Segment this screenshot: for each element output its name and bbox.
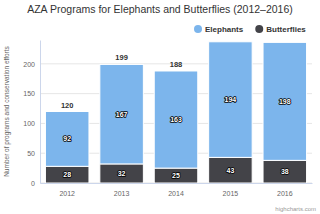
data-label: 163	[170, 116, 182, 123]
y-axis-line	[40, 41, 41, 184]
bar	[263, 42, 307, 160]
data-label: 198	[279, 98, 291, 105]
y-tick-label: 100	[23, 120, 35, 127]
x-tick: 2012	[59, 183, 75, 197]
x-axis: 2012 2013 2014 2015 2016	[41, 183, 313, 197]
legend-item: Elephants	[194, 25, 244, 34]
y-tick: 200	[23, 61, 40, 68]
x-tick: 2016	[277, 183, 293, 197]
y-tick: 50	[27, 150, 40, 157]
data-label: 194	[225, 96, 237, 103]
x-tick: 2014	[168, 183, 184, 197]
x-tick-label: 2016	[277, 190, 293, 197]
data-label: 28	[63, 171, 71, 178]
y-tick: 150	[23, 90, 40, 97]
bar	[45, 112, 89, 167]
x-axis-line	[41, 183, 313, 184]
plot-area: 28 32 25 43 38 92 167 163 194 198 120 199 188 0 50 100 1…	[23, 41, 312, 197]
legend-item: Butterflies	[255, 25, 306, 34]
legend-swatch	[255, 25, 263, 33]
bars	[45, 42, 306, 183]
bar	[154, 168, 198, 183]
bar	[209, 157, 253, 183]
data-label: 167	[116, 111, 128, 118]
legend-label: Elephants	[205, 25, 244, 34]
legend-label: Butterflies	[266, 25, 306, 34]
x-tick-label: 2012	[59, 190, 75, 197]
data-label: 32	[118, 170, 126, 177]
total-label: 199	[115, 53, 128, 62]
data-labels: 28 32 25 43 38 92 167 163 194 198	[63, 96, 290, 179]
bar	[45, 166, 89, 183]
total-labels: 120 199 188	[61, 53, 182, 109]
y-tick-label: 0	[31, 180, 35, 187]
data-label: 38	[281, 168, 289, 175]
data-label: 25	[172, 172, 180, 179]
data-label: 92	[63, 135, 71, 142]
chart: AZA Programs for Elephants and Butterfli…	[0, 0, 320, 214]
y-axis-title: Number of programs and conservation effo…	[3, 45, 11, 176]
bar	[209, 42, 253, 158]
bar	[263, 160, 307, 183]
title: AZA Programs for Elephants and Butterfli…	[27, 3, 293, 15]
credits: highcharts.com	[275, 206, 316, 212]
bar	[100, 64, 144, 164]
total-label: 188	[170, 60, 183, 69]
y-tick: 0	[31, 180, 40, 187]
legend: Elephants Butterflies	[194, 25, 306, 34]
y-axis: 0 50 100 150 200	[23, 41, 40, 187]
y-tick-label: 200	[23, 61, 35, 68]
x-tick-label: 2015	[223, 190, 239, 197]
y-tick-label: 150	[23, 90, 35, 97]
y-tick: 100	[23, 120, 40, 127]
x-tick: 2013	[114, 183, 130, 197]
x-tick-label: 2013	[114, 190, 130, 197]
x-tick-label: 2014	[168, 190, 184, 197]
bar	[154, 71, 198, 168]
bar	[100, 164, 144, 183]
x-tick: 2015	[223, 183, 239, 197]
data-label: 43	[227, 167, 235, 174]
legend-swatch	[194, 25, 202, 33]
y-tick-label: 50	[27, 150, 35, 157]
total-label: 120	[61, 101, 74, 110]
